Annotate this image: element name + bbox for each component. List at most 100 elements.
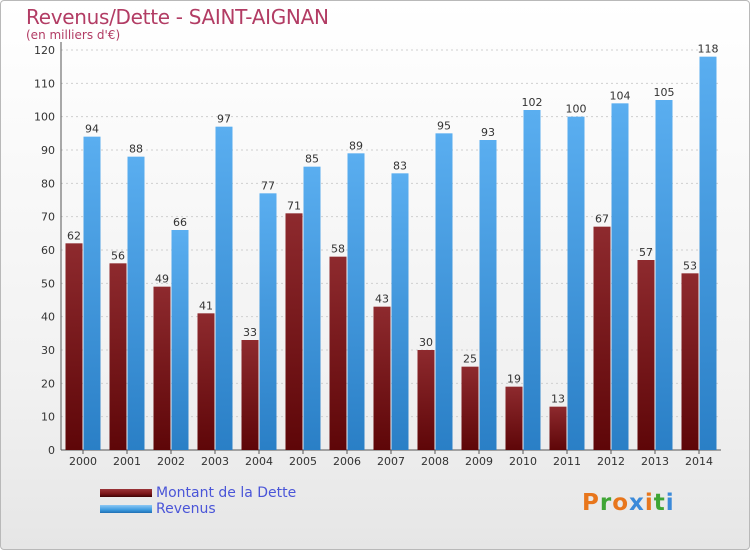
- x-tick-label-2000: 2000: [69, 455, 97, 468]
- y-tick-label-50: 50: [41, 277, 55, 290]
- legend-label-dette: Montant de la Dette: [156, 485, 297, 501]
- data-label-dette-2011: 13: [551, 393, 565, 406]
- data-label-revenus-2010: 102: [522, 96, 543, 109]
- y-tick-label-80: 80: [41, 177, 55, 190]
- chart-subtitle: (en milliers d'€): [26, 28, 121, 42]
- bar-revenus-2008: [435, 133, 453, 451]
- x-tick-label-2005: 2005: [289, 455, 317, 468]
- x-tick-label-2004: 2004: [245, 455, 273, 468]
- data-label-dette-2006: 58: [331, 243, 345, 256]
- bar-revenus-2010: [523, 110, 541, 450]
- bar-dette-2005: [285, 213, 303, 450]
- bar-revenus-2006: [347, 153, 365, 451]
- bar-revenus-2011: [567, 116, 585, 451]
- y-tick-label-20: 20: [41, 377, 55, 390]
- x-tick-label-2010: 2010: [509, 455, 537, 468]
- logo-letter-6: i: [665, 490, 675, 516]
- bar-revenus-2007: [391, 173, 409, 451]
- bar-dette-2001: [109, 263, 127, 450]
- data-label-dette-2009: 25: [463, 353, 477, 366]
- bar-dette-2004: [241, 340, 259, 450]
- bar-dette-2010: [505, 386, 523, 450]
- bar-revenus-2005: [303, 166, 321, 450]
- bar-revenus-2001: [127, 156, 145, 450]
- x-tick-label-2008: 2008: [421, 455, 449, 468]
- data-label-revenus-2008: 95: [437, 119, 451, 132]
- bar-dette-2002: [153, 286, 171, 450]
- data-label-revenus-2014: 118: [698, 43, 719, 56]
- logo-letter-0: P: [582, 490, 600, 516]
- data-label-revenus-2013: 105: [654, 86, 675, 99]
- logo-letter-3: x: [629, 490, 645, 516]
- data-label-revenus-2011: 100: [566, 103, 587, 116]
- data-label-dette-2003: 41: [199, 299, 213, 312]
- y-tick-label-110: 110: [34, 77, 55, 90]
- data-label-revenus-2004: 77: [261, 179, 275, 192]
- bar-dette-2013: [637, 260, 655, 450]
- data-label-dette-2004: 33: [243, 326, 257, 339]
- legend-swatch-dette: [100, 489, 152, 497]
- data-label-revenus-2007: 83: [393, 159, 407, 172]
- data-label-dette-2010: 19: [507, 373, 521, 386]
- x-tick-label-2009: 2009: [465, 455, 493, 468]
- logo-letter-5: t: [653, 490, 666, 516]
- y-tick-label-100: 100: [34, 111, 55, 124]
- y-tick-label-10: 10: [41, 411, 55, 424]
- bar-revenus-2013: [655, 100, 673, 450]
- bar-revenus-2002: [171, 230, 189, 450]
- data-label-dette-2000: 62: [67, 229, 81, 242]
- data-label-revenus-2006: 89: [349, 139, 363, 152]
- bar-dette-2009: [461, 366, 479, 450]
- logo-letter-4: i: [644, 490, 654, 516]
- x-tick-label-2002: 2002: [157, 455, 185, 468]
- logo-letter-2: o: [612, 490, 630, 516]
- x-tick-label-2014: 2014: [685, 455, 713, 468]
- x-tick-label-2006: 2006: [333, 455, 361, 468]
- bar-revenus-2000: [83, 136, 101, 450]
- bar-revenus-2004: [259, 193, 277, 451]
- bar-revenus-2014: [699, 56, 717, 451]
- bar-dette-2011: [549, 406, 567, 450]
- bar-dette-2000: [65, 243, 83, 450]
- legend-label-revenus: Revenus: [156, 501, 216, 517]
- y-tick-label-120: 120: [34, 44, 55, 57]
- x-tick-label-2012: 2012: [597, 455, 625, 468]
- data-label-revenus-2002: 66: [173, 216, 187, 229]
- bar-dette-2008: [417, 350, 435, 450]
- bar-dette-2012: [593, 226, 611, 450]
- data-label-revenus-2003: 97: [217, 113, 231, 126]
- data-label-dette-2012: 67: [595, 213, 609, 226]
- y-tick-label-60: 60: [41, 244, 55, 257]
- proxiti-logo: Proxiti: [582, 490, 675, 516]
- data-label-revenus-2005: 85: [305, 153, 319, 166]
- data-label-dette-2014: 53: [683, 259, 697, 272]
- x-tick-label-2011: 2011: [553, 455, 581, 468]
- data-label-revenus-2001: 88: [129, 143, 143, 156]
- data-label-dette-2008: 30: [419, 336, 433, 349]
- chart-title: Revenus/Dette - SAINT-AIGNAN: [26, 5, 329, 29]
- x-tick-label-2003: 2003: [201, 455, 229, 468]
- bar-revenus-2009: [479, 140, 497, 450]
- bar-dette-2006: [329, 256, 347, 450]
- data-label-revenus-2000: 94: [85, 123, 99, 136]
- data-label-dette-2002: 49: [155, 273, 169, 286]
- legend-swatch-revenus: [100, 505, 152, 513]
- data-label-revenus-2009: 93: [481, 126, 495, 139]
- x-tick-label-2001: 2001: [113, 455, 141, 468]
- data-label-revenus-2012: 104: [610, 89, 631, 102]
- bar-revenus-2003: [215, 126, 233, 451]
- y-tick-label-70: 70: [41, 211, 55, 224]
- data-label-dette-2005: 71: [287, 199, 301, 212]
- bar-dette-2014: [681, 273, 699, 450]
- x-tick-label-2013: 2013: [641, 455, 669, 468]
- y-tick-label-30: 30: [41, 344, 55, 357]
- logo-letter-1: r: [599, 490, 613, 516]
- y-tick-label-90: 90: [41, 144, 55, 157]
- y-tick-label-40: 40: [41, 311, 55, 324]
- y-tick-label-0: 0: [48, 444, 55, 457]
- data-label-dette-2007: 43: [375, 293, 389, 306]
- bar-revenus-2012: [611, 103, 629, 450]
- data-label-dette-2001: 56: [111, 249, 125, 262]
- data-label-dette-2013: 57: [639, 246, 653, 259]
